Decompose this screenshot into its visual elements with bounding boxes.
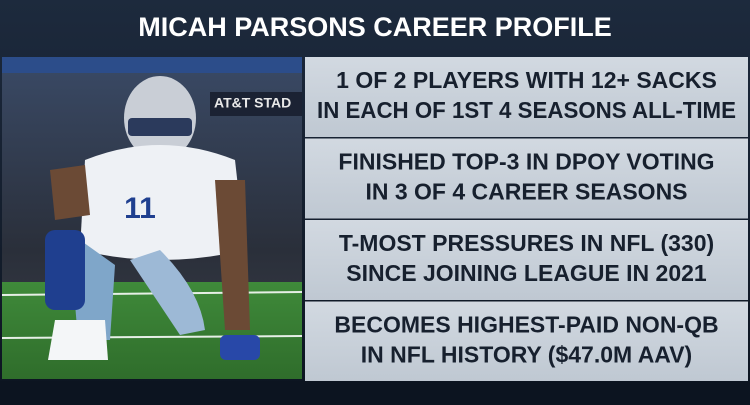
photo: AT&T STAD 11 [1,57,303,379]
fact-line: 1 OF 2 PLAYERS WITH 12+ SACKS [336,67,717,93]
title: MICAH PARSONS CAREER PROFILE [138,12,612,42]
fact-panel [305,57,748,137]
photo-signage: AT&T STAD [214,95,291,111]
fact-line: BECOMES HIGHEST-PAID NON-QB [334,312,718,338]
fact-line: IN NFL HISTORY ($47.0M AAV) [361,342,692,368]
fact-panel [305,138,748,219]
footer-bar [0,381,750,405]
fact-list: 1 OF 2 PLAYERS WITH 12+ SACKS IN EACH OF … [305,57,748,382]
fact-line: T-MOST PRESSURES IN NFL (330) [339,230,714,256]
fact-line: IN EACH OF 1ST 4 SEASONS ALL-TIME [317,97,736,123]
fact-line: SINCE JOINING LEAGUE IN 2021 [346,260,707,286]
fact-line: FINISHED TOP-3 IN DPOY VOTING [338,149,714,175]
fact-panel [305,301,748,382]
jersey-number: 11 [124,192,156,225]
fact-line: IN 3 OF 4 CAREER SEASONS [365,179,687,205]
fact-panel [305,220,748,300]
